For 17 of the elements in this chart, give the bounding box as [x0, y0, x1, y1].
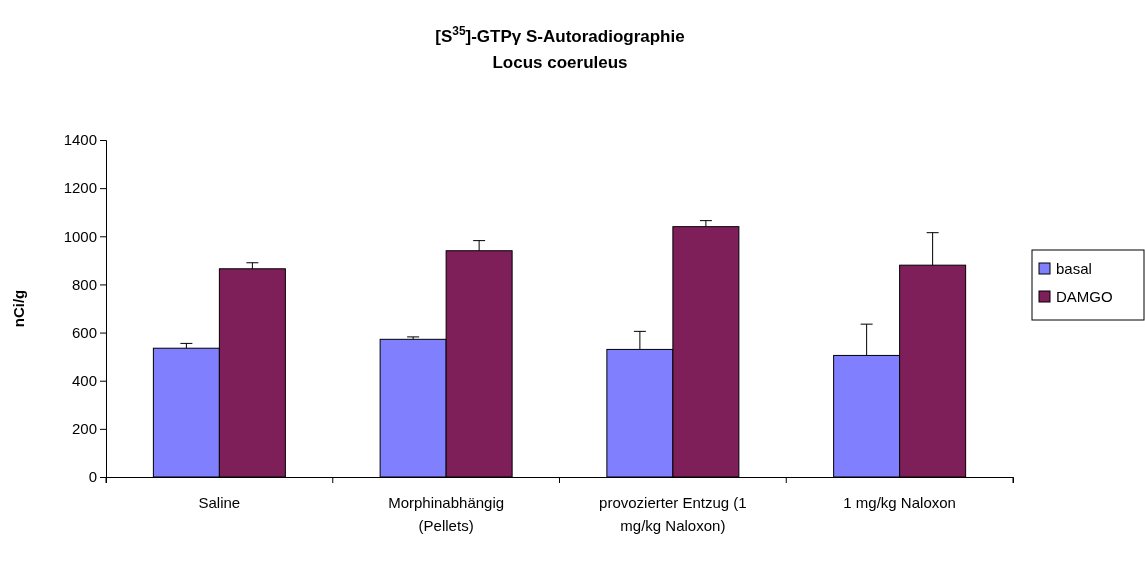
x-tick-label: 1 mg/kg Naloxon	[843, 494, 956, 511]
x-tick-label: provozierter Entzug (1 mg/kg Naloxon)	[599, 494, 747, 534]
legend-label: basal	[1056, 260, 1092, 277]
y-tick-label: 0	[88, 468, 97, 486]
y-tick-label: 600	[71, 323, 97, 341]
legend-label: DAMGO	[1056, 288, 1113, 305]
y-axis-title: nCi/g	[10, 289, 27, 328]
y-tick-label: 800	[71, 275, 97, 293]
y-tick-label: 1400	[63, 131, 97, 149]
x-tick-label: Morphinabhängig (Pellets)	[388, 494, 505, 534]
chart-subtitle: Locus coeruleus	[492, 53, 628, 72]
x-tick-label: Saline	[198, 494, 241, 511]
y-tick-label: 400	[71, 372, 97, 390]
y-tick-label: 1200	[63, 179, 97, 197]
y-tick-label: 1000	[63, 227, 97, 245]
chart-title: [S$^{35}$]-GTPγ S-Autoradiographie	[435, 24, 685, 46]
y-tick-label: 200	[71, 420, 97, 438]
